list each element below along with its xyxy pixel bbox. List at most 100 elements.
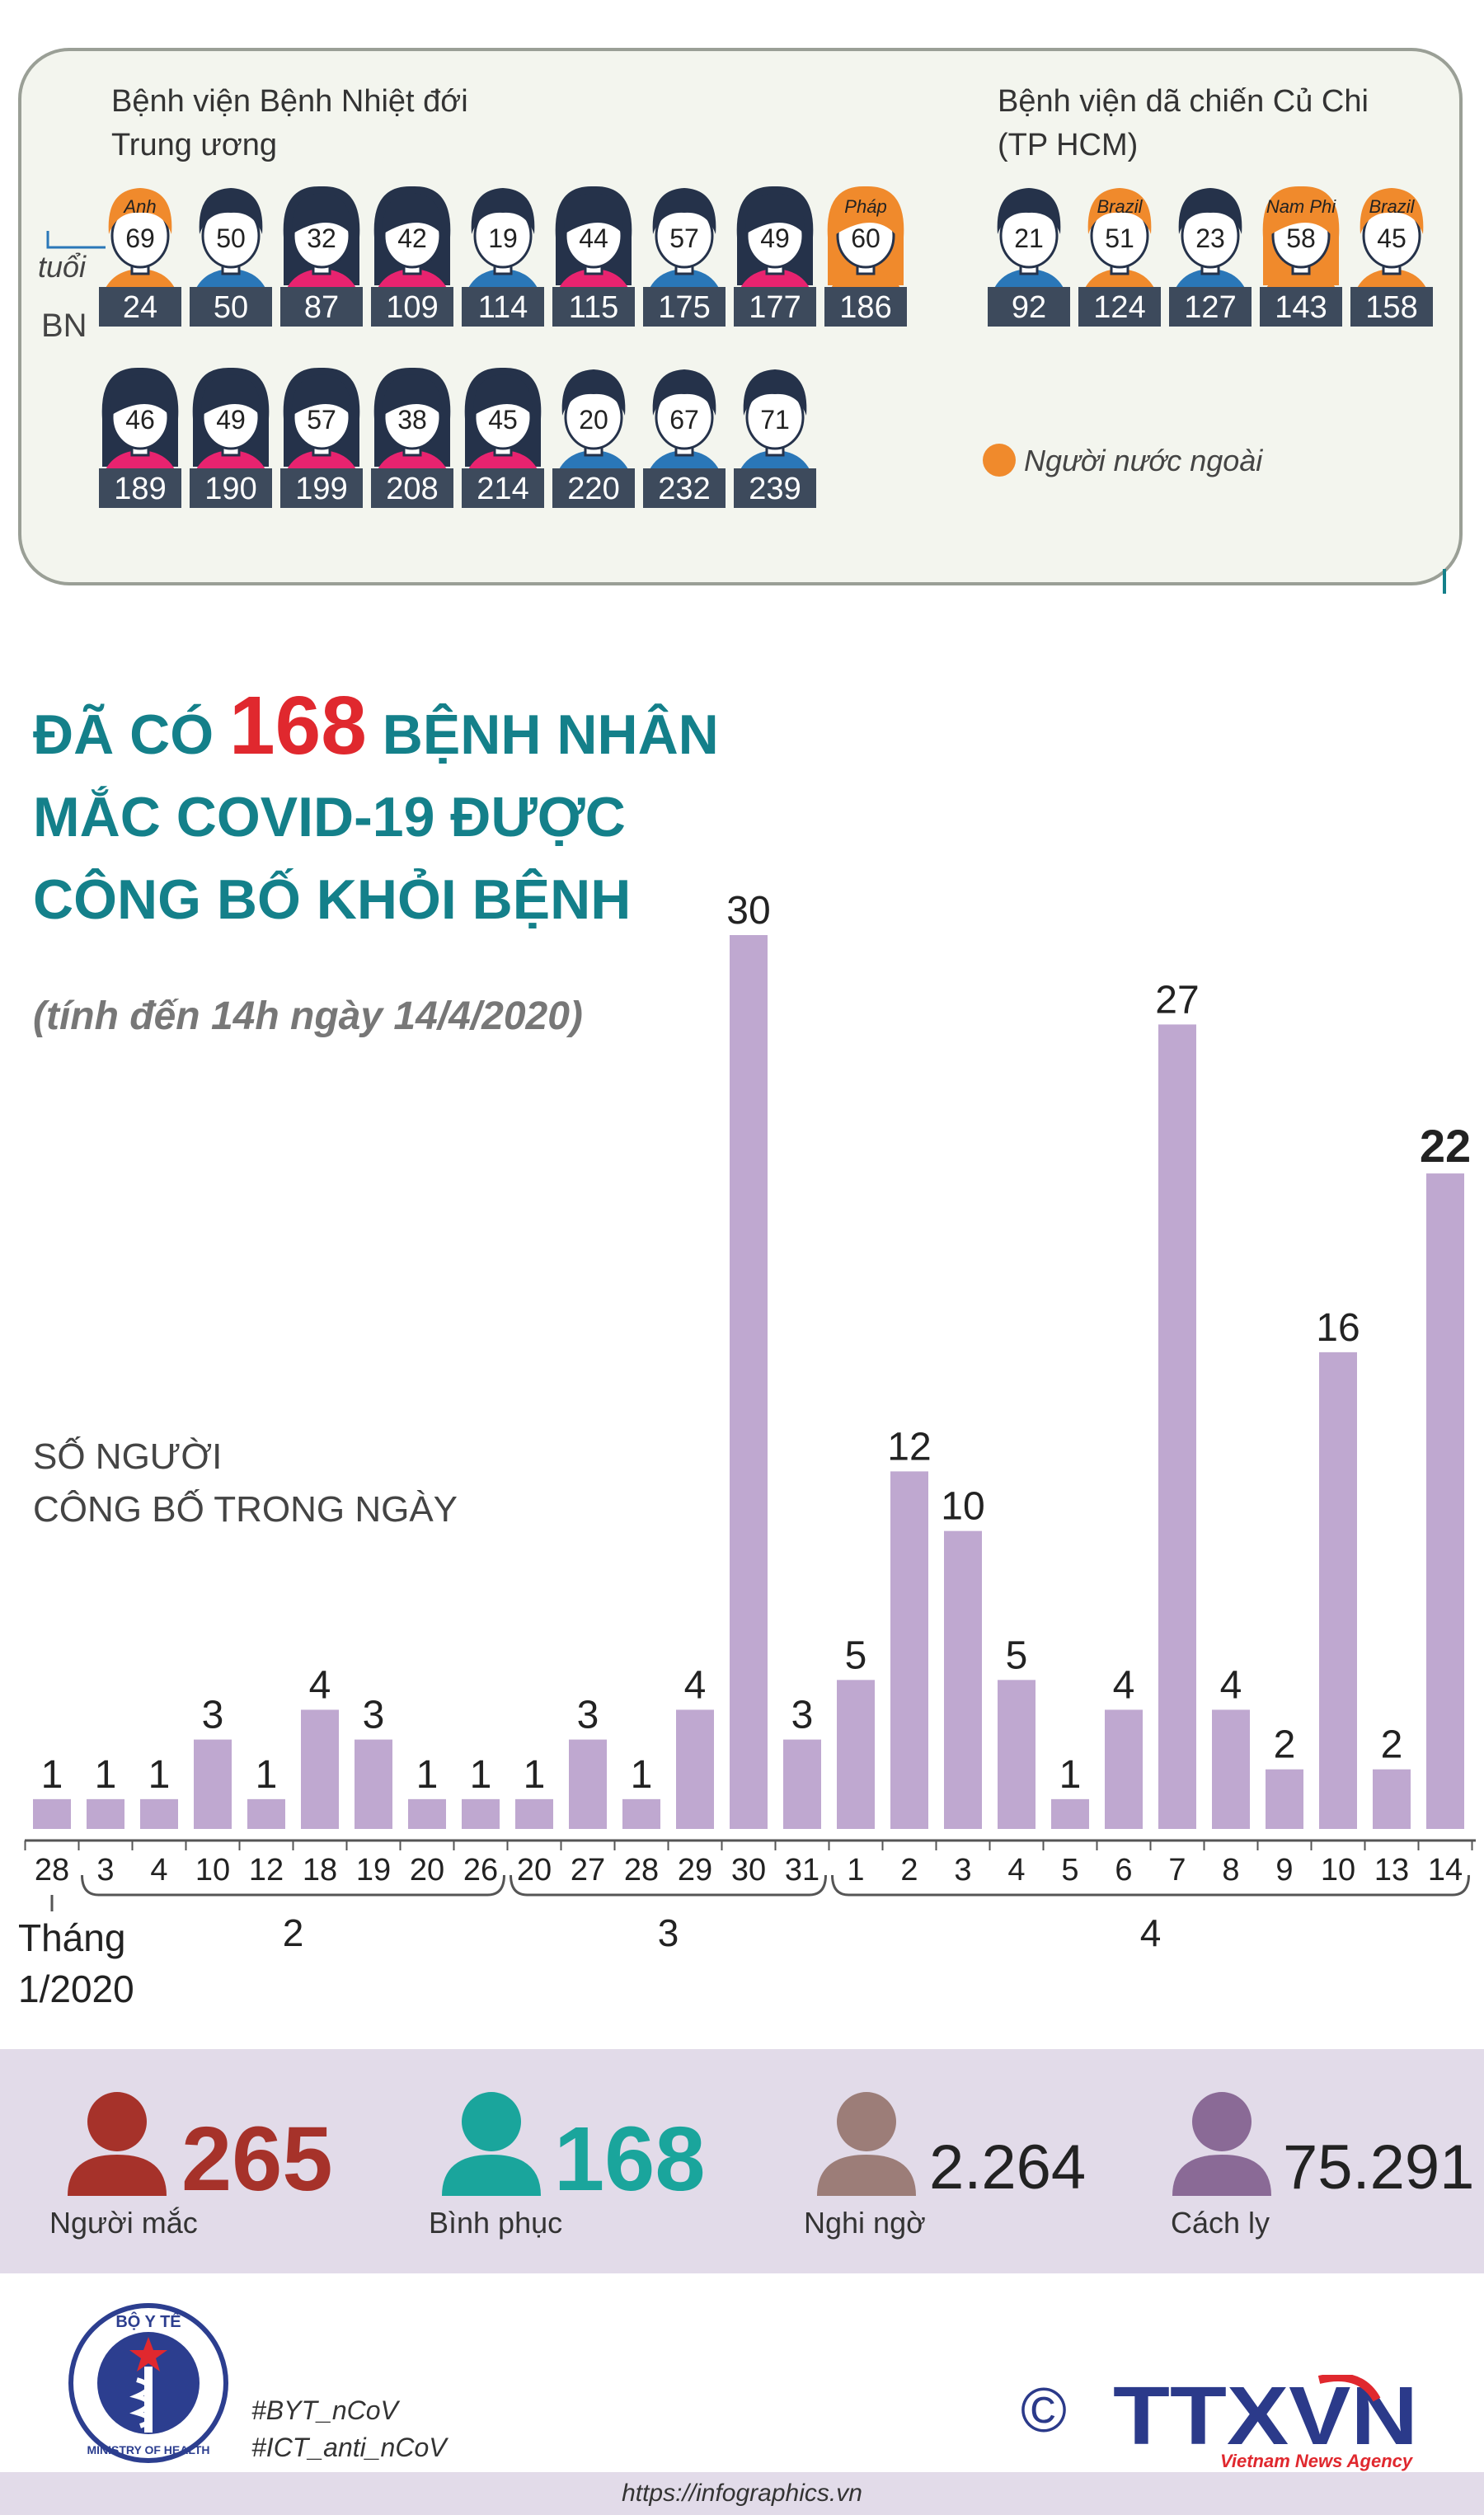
patient-figure: 50 50 (190, 188, 272, 327)
bar-value-label: 4 (1220, 1663, 1242, 1707)
hashtag-ict[interactable]: #ICT_anti_nCoV (251, 2433, 447, 2462)
patient-id-box (988, 287, 1070, 327)
x-tick-label: 4 (150, 1853, 167, 1887)
patient-figure: 58 Nam Phi 143 (1260, 186, 1342, 327)
month-label: 2 (283, 1911, 304, 1954)
patient-id: 92 (1012, 290, 1046, 325)
ttxvn-logo: TTXVN Vietnam News Agency (1113, 2375, 1418, 2471)
hair-icon (199, 188, 263, 234)
headline-line-1: ĐÃ CÓ 168 BỆNH NHÂN (33, 684, 758, 776)
bar (1212, 1709, 1250, 1829)
x-tick-label: 5 (1061, 1853, 1078, 1887)
bar-value-label: 16 (1316, 1306, 1360, 1350)
patient-age: 67 (669, 405, 699, 435)
bar-value-label: 1 (524, 1753, 546, 1797)
patient-age: 50 (216, 223, 246, 253)
bar (569, 1739, 607, 1829)
patient-id: 189 (114, 472, 166, 506)
chart-axis-title: SỐ NGƯỜI CÔNG BỐ TRONG NGÀY (33, 1431, 458, 1536)
patient-figure: 57 175 (643, 188, 726, 327)
bar (1051, 1798, 1089, 1829)
patient-id-box (99, 468, 181, 508)
bar (301, 1709, 339, 1829)
bar-value-label: 1 (95, 1753, 117, 1797)
age-label: tuổi (38, 250, 87, 284)
x-tick-label: 28 (35, 1853, 69, 1887)
patient-age: 23 (1195, 223, 1225, 253)
month-bracket (831, 1874, 1470, 1897)
bar (730, 935, 768, 1829)
x-tick-label: 12 (249, 1853, 284, 1887)
bar-value-label: 10 (941, 1485, 984, 1529)
hospital2-name-line1: Bệnh viện dã chiến Củ Chi (998, 84, 1369, 119)
patient-figure: 51 Brazil 124 (1078, 188, 1161, 327)
bar-value-label: 3 (577, 1694, 599, 1737)
bar-value-label: 3 (791, 1694, 814, 1737)
bar-value-label: 1 (41, 1753, 63, 1797)
stat-quarantined: 75.291 Cách ly (1171, 2049, 1484, 2273)
bar-value-label: 2 (1381, 1723, 1403, 1767)
headline-part1: ĐÃ CÓ (33, 703, 214, 766)
patient-id: 24 (123, 290, 157, 325)
bar-value-label: 1 (470, 1753, 492, 1797)
hashtag-byt[interactable]: #BYT_nCoV (251, 2395, 398, 2425)
patient-figure: 45 214 (462, 367, 544, 508)
bar-value-label: 3 (363, 1694, 385, 1737)
patient-id: 239 (749, 472, 801, 506)
patient-age: 57 (307, 405, 336, 435)
patient-id: 199 (295, 472, 347, 506)
month-label: 4 (1140, 1911, 1162, 1954)
patient-id-box (99, 287, 181, 327)
bar (33, 1798, 71, 1829)
axis-title-line1: SỐ NGƯỜI (33, 1436, 223, 1477)
patient-country: Brazil (1097, 196, 1143, 217)
patient-id: 177 (749, 290, 801, 325)
month-label: Tháng (18, 1916, 125, 1959)
patient-figure: 69 Anh 24 (99, 188, 181, 327)
bar-value-label: 5 (845, 1634, 867, 1677)
patient-age: 32 (307, 223, 336, 253)
patient-age: 45 (488, 405, 518, 435)
patient-age: 46 (125, 405, 155, 435)
bar (676, 1709, 714, 1829)
patient-id: 115 (569, 290, 619, 325)
patient-age: 45 (1377, 223, 1407, 253)
bar (783, 1739, 821, 1829)
patient-age: 44 (579, 223, 608, 253)
patient-row-3: 21 92 51 Brazil 124 23 127 58 Nam Phi 143 45 Brazil… (988, 186, 1433, 327)
bar (87, 1798, 124, 1829)
patient-figure: 20 220 (552, 369, 635, 508)
patient-id: 143 (1275, 290, 1327, 325)
stat-label: Nghi ngờ (804, 2206, 926, 2240)
patient-id-box (371, 287, 453, 327)
patient-id: 87 (304, 290, 339, 325)
patient-age: 42 (397, 223, 427, 253)
patient-id-box (643, 468, 726, 508)
headline: ĐÃ CÓ 168 BỆNH NHÂN MẮC COVID-19 ĐƯỢC CÔ… (33, 684, 758, 941)
patient-figure: 46 189 (99, 367, 181, 508)
bar (515, 1798, 553, 1829)
patient-id-box (190, 287, 272, 327)
patient-country: Nam Phi (1266, 196, 1336, 217)
recoveries-bar-chart: 1281314310112418319120126120327128429303… (18, 889, 1476, 2010)
bar (1373, 1769, 1411, 1829)
person-icon (817, 2092, 916, 2196)
patient-id-box (1169, 287, 1252, 327)
bar (462, 1798, 500, 1829)
bar-value-label: 3 (202, 1694, 224, 1737)
stat-label: Người mắc (49, 2206, 198, 2240)
x-tick-label: 19 (356, 1853, 391, 1887)
x-tick-label: 29 (678, 1853, 712, 1887)
hospital1-name-line2: Trung ương (111, 128, 277, 162)
x-tick-label: 20 (517, 1853, 552, 1887)
patient-id-box (1078, 287, 1161, 327)
bar (408, 1798, 446, 1829)
source-url[interactable]: https://infographics.vn (0, 2472, 1484, 2515)
patient-id-box (280, 468, 363, 508)
patient-country: Anh (122, 196, 156, 217)
bar-value-label: 12 (887, 1425, 931, 1469)
month-bracket (510, 1874, 827, 1897)
patient-id: 175 (658, 290, 710, 325)
bar-value-label: 4 (309, 1663, 331, 1707)
x-tick-label: 28 (624, 1853, 659, 1887)
